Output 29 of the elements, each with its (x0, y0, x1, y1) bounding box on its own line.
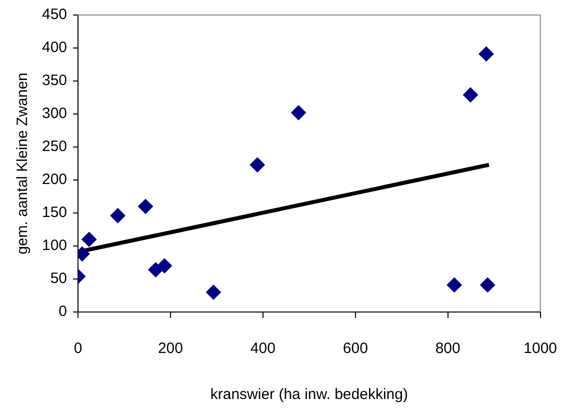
x-tick-label: 400 (250, 340, 276, 358)
y-tick-label: 50 (50, 270, 68, 288)
point (291, 105, 306, 120)
point (156, 258, 172, 274)
point (478, 46, 494, 62)
x-tick-label: 800 (435, 340, 460, 358)
x-tick-label: 200 (158, 340, 183, 358)
y-tick-label: 100 (42, 237, 68, 254)
y-tick-label: 450 (42, 6, 68, 24)
point (82, 232, 97, 247)
x-tick-label: 600 (342, 340, 368, 358)
x-axis-title: kranswier (ha inw. bedekking) (210, 386, 408, 404)
x-tick-label: 0 (74, 340, 82, 358)
point (110, 208, 126, 224)
point (206, 284, 221, 300)
y-tick-label: 0 (58, 303, 68, 320)
point (250, 157, 265, 172)
point (463, 87, 478, 102)
y-tick-label: 400 (42, 39, 68, 56)
y-tick-label: 300 (42, 105, 68, 122)
y-tick-label: 250 (42, 138, 68, 156)
y-tick-label: 350 (42, 72, 68, 90)
y-axis-title: gem. aantal Kleine Zwanen (14, 72, 32, 254)
x-tick-label: 1000 (524, 340, 558, 358)
point (446, 277, 462, 292)
point (480, 277, 496, 292)
y-tick-label: 150 (42, 204, 68, 222)
y-tick-label: 200 (42, 171, 68, 188)
point (138, 198, 154, 214)
